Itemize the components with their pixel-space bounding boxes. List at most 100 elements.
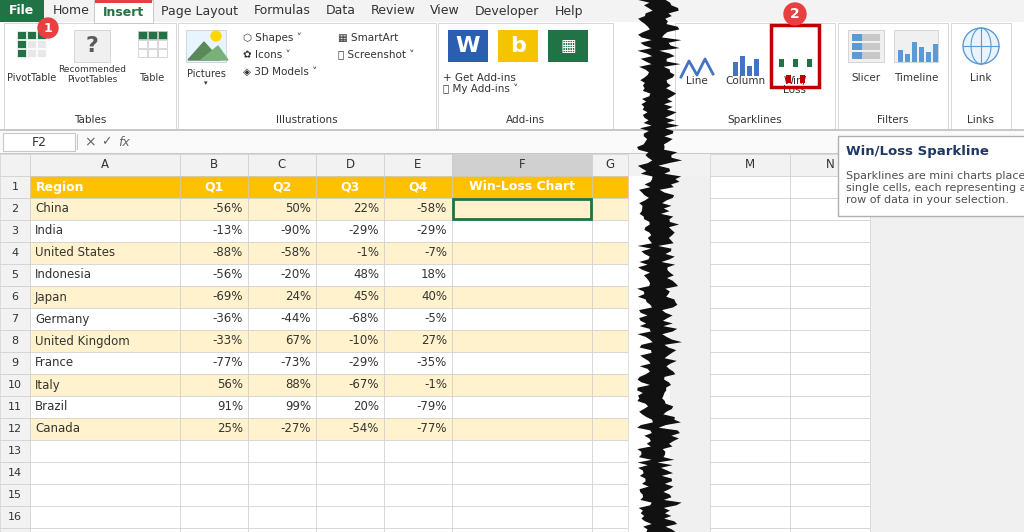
Bar <box>17 49 26 57</box>
Text: Links: Links <box>968 115 994 125</box>
Bar <box>17 31 26 39</box>
Bar <box>180 440 248 462</box>
Text: -36%: -36% <box>213 312 243 326</box>
Text: Developer: Developer <box>475 4 540 18</box>
Text: View: View <box>430 4 460 18</box>
Bar <box>0 154 1024 176</box>
Bar <box>316 154 384 176</box>
Text: 2: 2 <box>791 7 800 21</box>
Text: -56%: -56% <box>213 269 243 281</box>
Bar <box>316 374 384 396</box>
Bar <box>912 42 918 62</box>
Bar <box>790 506 870 528</box>
Bar <box>180 264 248 286</box>
Text: Timeline: Timeline <box>894 73 938 83</box>
Text: -10%: -10% <box>348 335 379 347</box>
Bar <box>316 176 384 198</box>
Bar <box>248 308 316 330</box>
Bar <box>592 176 628 198</box>
Bar <box>248 154 316 176</box>
Bar <box>158 49 167 57</box>
Bar <box>710 242 790 264</box>
Bar <box>592 418 628 440</box>
Text: 48%: 48% <box>353 269 379 281</box>
Text: PivotTables: PivotTables <box>67 74 117 84</box>
Text: N: N <box>825 159 835 171</box>
Bar <box>548 30 588 62</box>
Text: Q3: Q3 <box>340 180 359 194</box>
Bar <box>180 462 248 484</box>
Bar <box>852 52 862 59</box>
Bar <box>746 66 752 76</box>
Text: 11: 11 <box>8 402 22 412</box>
Bar <box>710 440 790 462</box>
Bar <box>384 462 452 484</box>
Bar <box>248 286 316 308</box>
Bar <box>178 23 436 129</box>
Bar <box>790 308 870 330</box>
Bar <box>384 308 452 330</box>
Bar <box>592 352 628 374</box>
Text: 15: 15 <box>8 490 22 500</box>
Bar <box>94 0 153 23</box>
Text: Page Layout: Page Layout <box>161 4 238 18</box>
Text: Column: Column <box>725 76 765 86</box>
Bar <box>710 176 790 198</box>
Bar <box>0 220 30 242</box>
Bar <box>710 264 790 286</box>
Bar <box>592 154 628 176</box>
Text: Table: Table <box>139 73 165 83</box>
Bar <box>0 396 30 418</box>
Text: 22%: 22% <box>353 203 379 215</box>
Text: 50%: 50% <box>285 203 311 215</box>
Bar <box>670 0 1024 532</box>
Text: 3: 3 <box>11 226 18 236</box>
Bar <box>30 154 180 176</box>
Text: Link: Link <box>971 73 992 83</box>
Bar <box>592 484 628 506</box>
Bar <box>710 308 790 330</box>
Bar <box>710 198 790 220</box>
Text: Win/Loss Sparkline: Win/Loss Sparkline <box>846 145 989 159</box>
Bar <box>74 30 110 62</box>
Bar <box>180 528 248 532</box>
Bar <box>438 23 613 129</box>
Bar <box>710 506 790 528</box>
Bar <box>452 396 592 418</box>
Bar <box>852 34 862 41</box>
Text: Review: Review <box>371 4 416 18</box>
Bar <box>30 330 180 352</box>
Bar <box>37 49 46 57</box>
Bar <box>592 286 628 308</box>
Text: United States: United States <box>35 246 115 260</box>
Bar <box>180 242 248 264</box>
Text: B: B <box>210 159 218 171</box>
Bar <box>449 30 488 62</box>
Text: 18%: 18% <box>421 269 447 281</box>
Text: -29%: -29% <box>348 356 379 370</box>
FancyBboxPatch shape <box>838 136 1024 216</box>
Bar <box>30 352 180 374</box>
Bar <box>0 330 30 352</box>
Bar <box>790 528 870 532</box>
Bar <box>248 440 316 462</box>
Text: Q2: Q2 <box>272 180 292 194</box>
Bar <box>592 242 628 264</box>
Text: Tables: Tables <box>74 115 106 125</box>
Bar <box>27 31 36 39</box>
Bar <box>180 418 248 440</box>
Bar <box>710 396 790 418</box>
Text: -88%: -88% <box>213 246 243 260</box>
Text: -1%: -1% <box>356 246 379 260</box>
Bar <box>248 396 316 418</box>
Text: Help: Help <box>555 4 584 18</box>
Bar <box>30 528 180 532</box>
Bar <box>316 198 384 220</box>
Bar <box>452 308 592 330</box>
Text: -77%: -77% <box>213 356 243 370</box>
Bar <box>0 374 30 396</box>
Text: 1: 1 <box>11 182 18 192</box>
Text: 13: 13 <box>8 446 22 456</box>
Text: 9: 9 <box>11 358 18 368</box>
Bar <box>37 40 46 48</box>
